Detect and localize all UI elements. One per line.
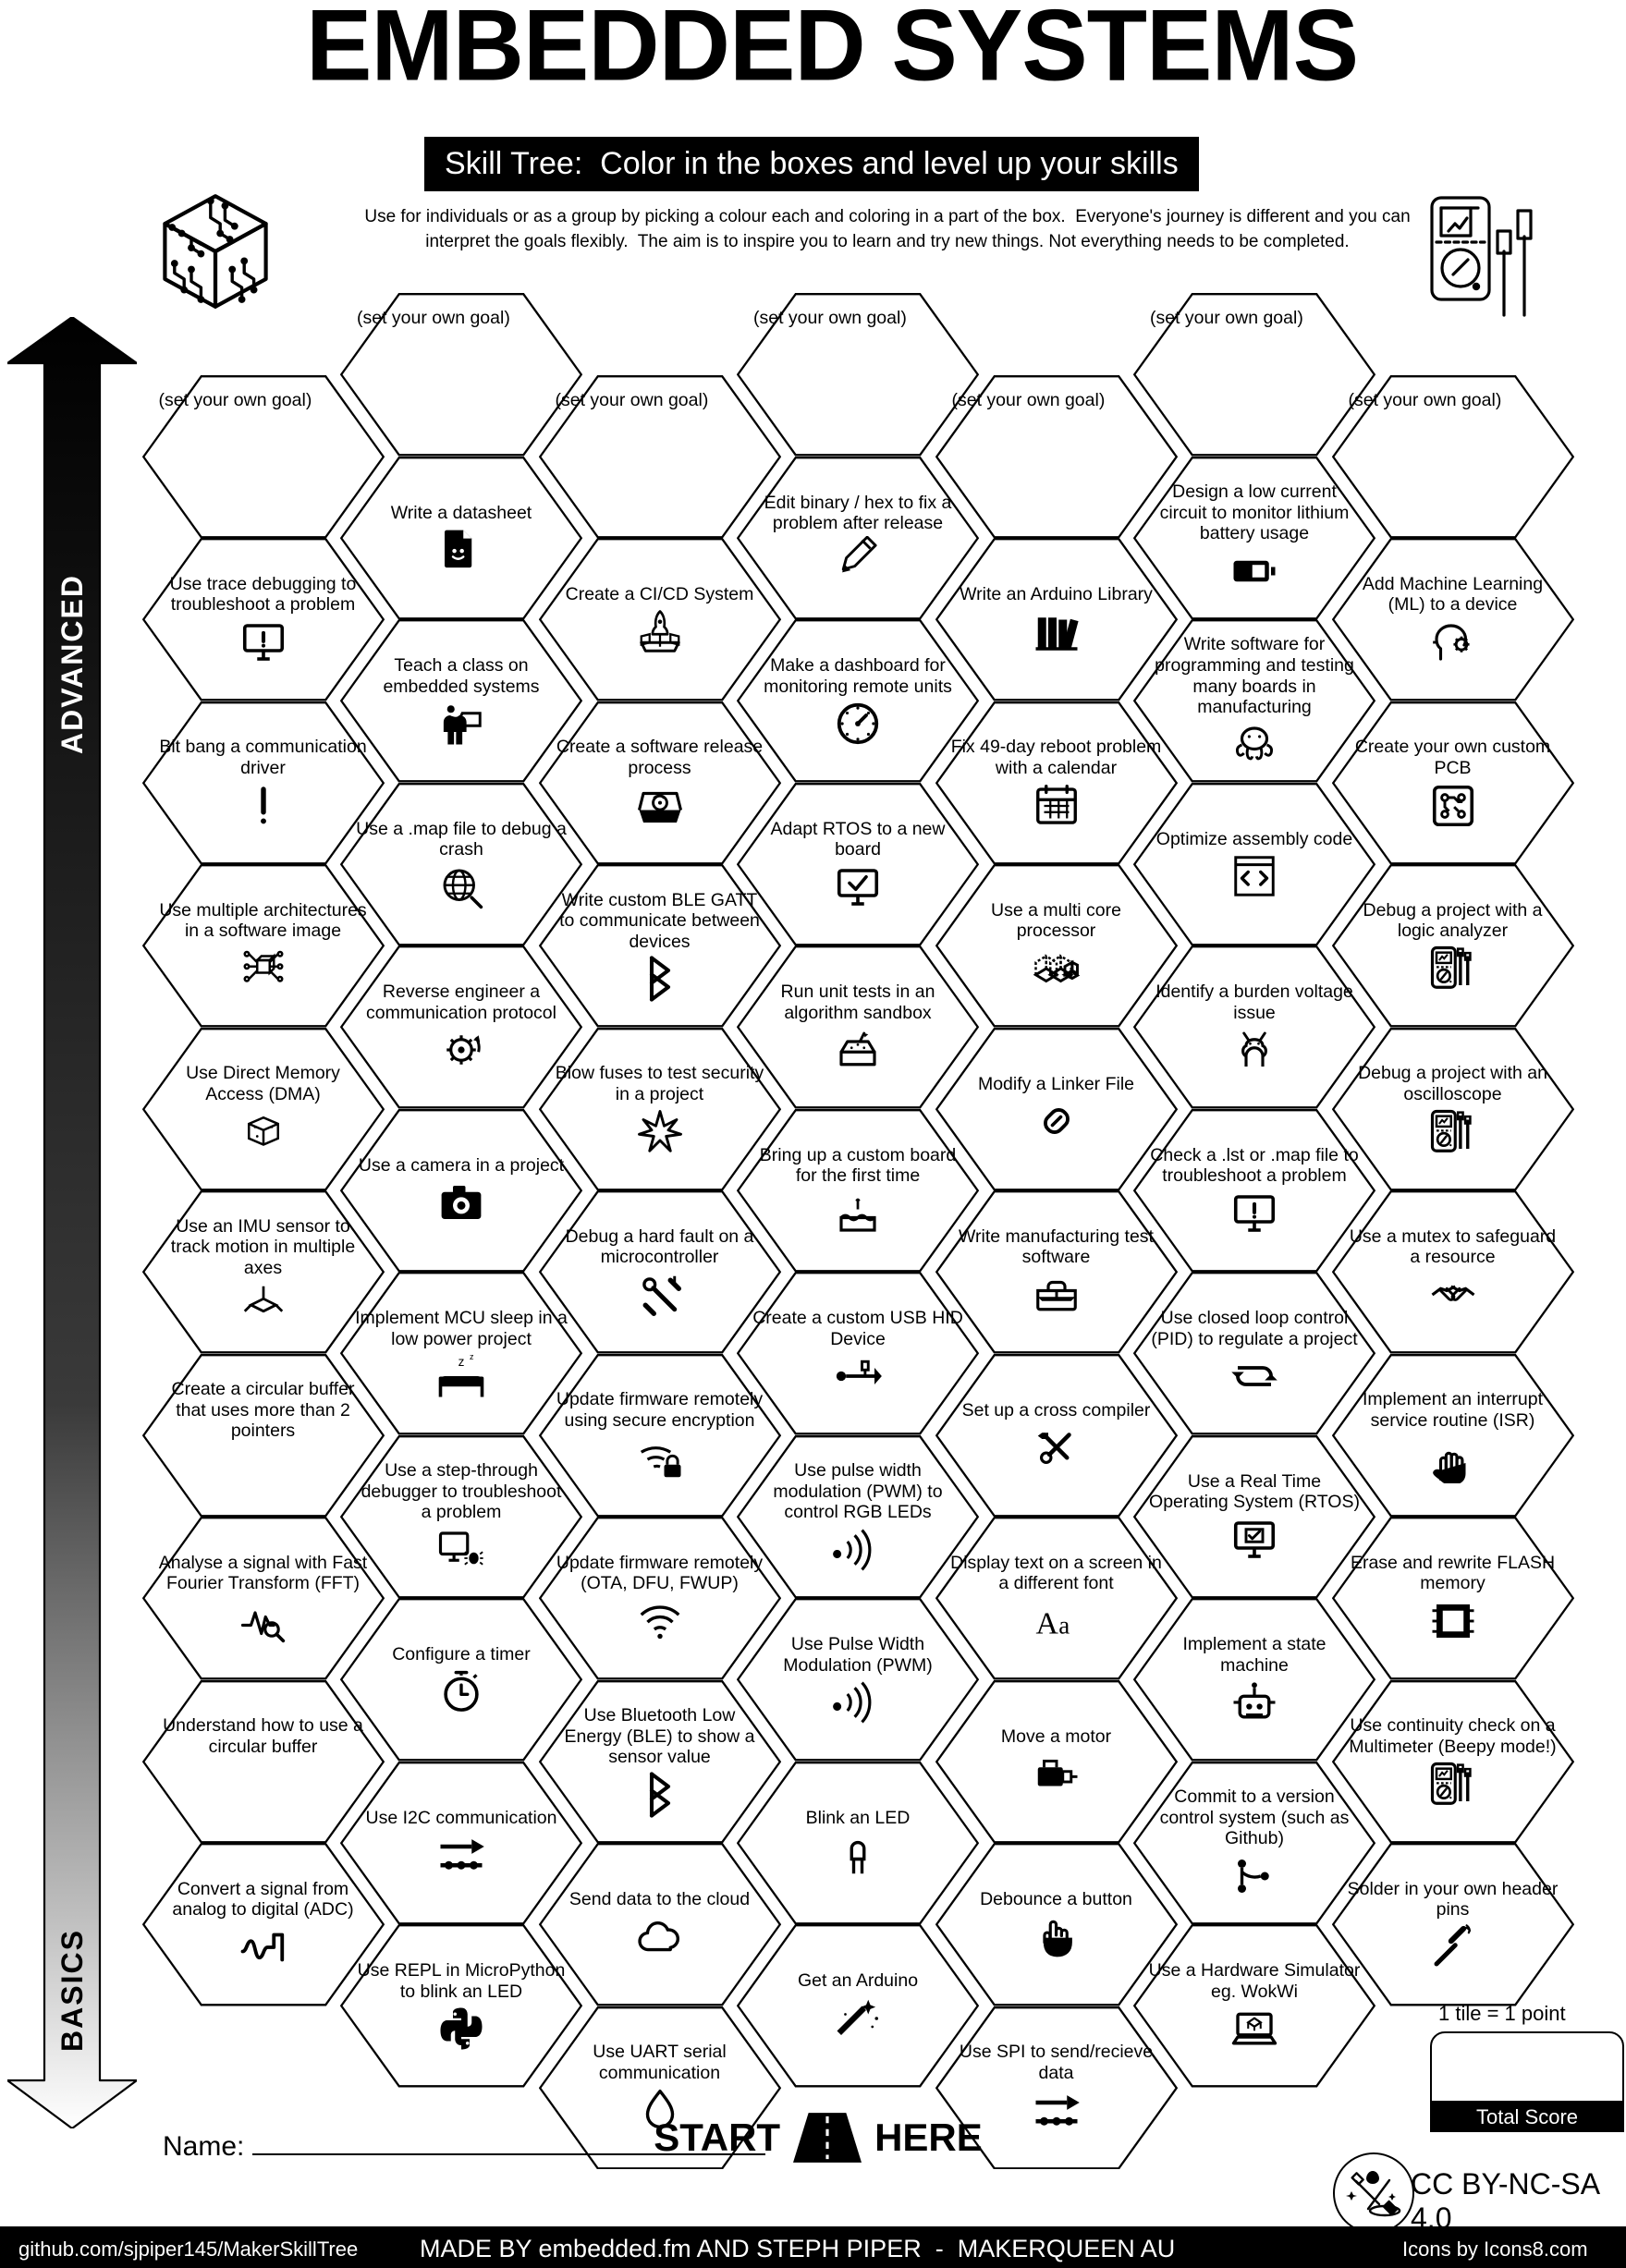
svg-text:z: z: [470, 1352, 474, 1361]
svg-text:z: z: [458, 1355, 465, 1369]
svg-text:a: a: [1058, 1612, 1070, 1640]
svg-text:A: A: [1035, 1607, 1058, 1641]
